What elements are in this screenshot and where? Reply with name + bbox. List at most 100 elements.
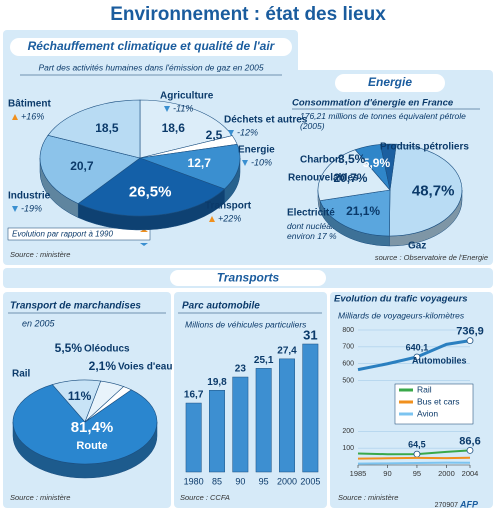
chart-subtitle: Millions de véhicules particuliers: [185, 319, 307, 329]
series-line: [357, 456, 471, 460]
x-tick-label: 1980: [184, 476, 204, 486]
change-label: -19%: [21, 203, 42, 213]
y-tick-label: 100: [342, 445, 354, 452]
chart-title: Réchauffement climatique et qualité de l…: [28, 39, 276, 53]
page-title: Environnement : état des lieux: [110, 4, 386, 25]
x-tick-label: 95: [413, 469, 421, 478]
pie-slice: [47, 99, 141, 159]
legend-note: Evolution par rapport à 1990: [12, 230, 114, 239]
change-label: -10%: [251, 157, 272, 167]
legend-label: Bus et cars: [417, 396, 460, 406]
annotation: dont nucléaire : environ 17 %: [287, 221, 346, 241]
value-label: 19,8: [207, 377, 227, 388]
value-label: 27,4: [277, 346, 297, 357]
bar: [232, 376, 249, 473]
value-label: 18,6: [162, 121, 186, 135]
chart-subtitle: Milliards de voyageurs-kilomètres: [338, 310, 465, 320]
chart-title: Consommation d'énergie en France: [292, 98, 454, 109]
pie-slice: [380, 143, 397, 191]
panel-header: [335, 74, 445, 92]
source: Source : ministère: [10, 493, 70, 502]
slice-label: Renouvelables: [288, 173, 359, 184]
value-label: 640,1: [406, 342, 429, 352]
trend-arrow: [242, 160, 248, 166]
y-tick-label: 200: [342, 428, 354, 435]
section-header: [170, 270, 326, 286]
chart-subtitle: 176,21 millions de tonnes équivalent pét…: [300, 111, 466, 131]
point: [466, 446, 474, 454]
x-tick-label: 2004: [462, 469, 479, 478]
slice-label: Bâtiment: [8, 99, 51, 110]
point: [413, 353, 421, 361]
value-label: 736,9: [456, 326, 484, 338]
slice-label: Electricité: [287, 208, 335, 219]
icon-up: [140, 229, 148, 232]
bar: [185, 402, 202, 473]
x-tick-label: 90: [235, 476, 245, 486]
value-label: 25,1: [254, 355, 274, 366]
slice-label: Gaz: [408, 241, 426, 252]
source: Source : ministère: [10, 250, 70, 259]
x-tick-label: 85: [212, 476, 222, 486]
change-label: -11%: [173, 103, 193, 113]
value-label: 86,6: [459, 435, 480, 447]
bar: [279, 358, 295, 473]
value-label: 48,7%: [412, 182, 455, 199]
pie-slice: [139, 143, 241, 190]
slice-label: Rail: [12, 369, 31, 380]
slice-label: Industrie: [8, 191, 51, 202]
slice-label: Produits pétroliers: [380, 142, 469, 153]
subtitle-box: 176,21 millions de tonnes équivalent pét…: [300, 111, 466, 131]
value-label: 3,5%: [338, 152, 366, 166]
y-tick-label: 500: [342, 377, 354, 384]
slice-label: Route: [76, 440, 107, 452]
value-label: 64,5: [408, 439, 426, 449]
x-tick-label: 90: [383, 469, 391, 478]
x-tick-label: 2000: [277, 476, 297, 486]
value-label: 23: [235, 364, 247, 375]
x-tick-label: 2000: [438, 469, 455, 478]
chart-subtitle: en 2005: [22, 318, 56, 328]
pie-slice: [317, 149, 391, 202]
value-label: 21,1%: [346, 204, 380, 218]
value-label: 81,4%: [71, 419, 114, 436]
value-label: 26,5%: [129, 183, 172, 200]
chart-subtitle: Part des activités humaines dans l'émiss…: [38, 62, 263, 72]
pie-slice: [139, 99, 233, 159]
slice-label: Charbon: [300, 155, 341, 166]
chart-title: Transport de marchandises: [10, 301, 141, 312]
x-tick-label: 95: [259, 476, 269, 486]
change-label: -12%: [237, 127, 258, 137]
bar: [302, 343, 319, 473]
pie-slice: [84, 386, 132, 423]
value-label: 16,7: [184, 390, 204, 401]
slice-label: Transport: [205, 201, 252, 212]
value-label: 12,7: [188, 156, 212, 170]
y-tick-label: 700: [342, 344, 354, 351]
slice-label: Oléoducs: [84, 344, 130, 355]
value-label: 31: [303, 327, 317, 342]
value-label: 18,5: [95, 121, 119, 135]
trend-arrow: [209, 216, 215, 222]
y-tick-label: 600: [342, 361, 354, 368]
change-label: +16%: [21, 111, 44, 121]
trend-arrow: [12, 206, 18, 212]
bar: [255, 368, 272, 473]
pie-slice: [39, 134, 141, 204]
value-label: 5,5%: [55, 341, 83, 355]
value-label: 20,7: [70, 159, 94, 173]
source: Source : CCFA: [180, 493, 230, 502]
pie-slice: [389, 143, 463, 237]
annotation-box: dont nucléaire : environ 17 %: [287, 221, 346, 241]
series-label: Automobiles: [412, 355, 467, 365]
y-tick-label: 800: [342, 327, 354, 334]
legend-label: Avion: [417, 408, 438, 418]
value-label: 2,1%: [89, 359, 117, 373]
agency: AFP: [459, 499, 479, 509]
value-label: 5,9%: [363, 156, 391, 170]
credit: 270907: [435, 502, 458, 509]
slice-label: Déchets et autres: [224, 115, 308, 126]
chart-title: Parc automobile: [182, 301, 260, 312]
slice-label: Agriculture: [160, 91, 214, 102]
